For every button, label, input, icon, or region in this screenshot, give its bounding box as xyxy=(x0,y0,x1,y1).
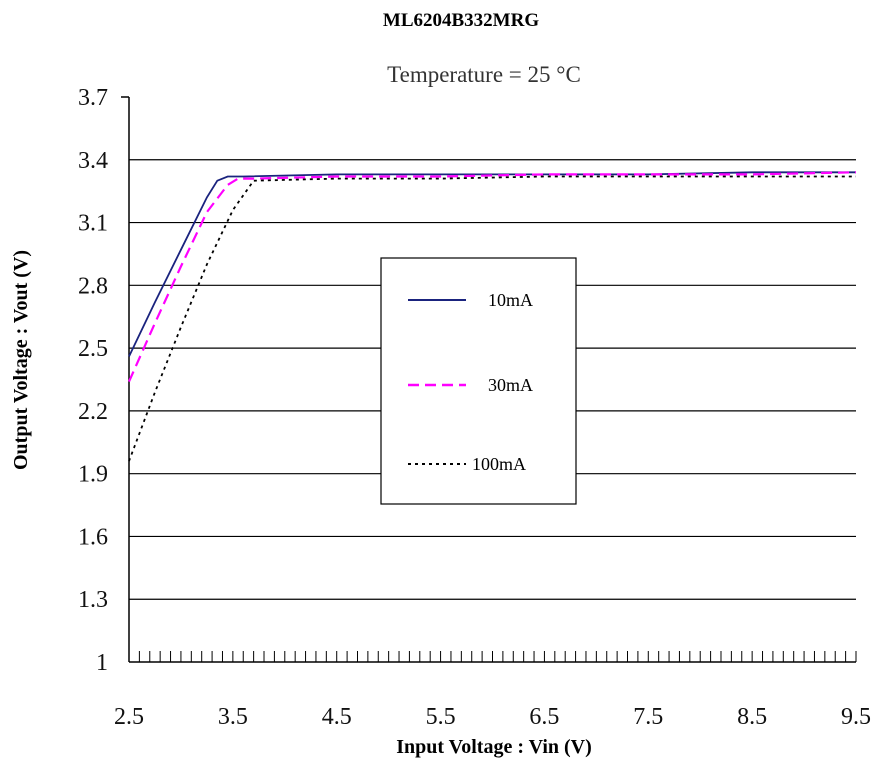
y-tick-label: 2.2 xyxy=(78,399,108,425)
series-line-30mA xyxy=(127,171,857,383)
y-tick-label: 1.3 xyxy=(78,587,108,613)
series-lines xyxy=(127,171,857,462)
x-tick-label: 5.5 xyxy=(426,704,456,730)
x-tick-label: 2.5 xyxy=(114,704,144,730)
x-tick-label: 4.5 xyxy=(322,704,352,730)
legend-label-100mA: 100mA xyxy=(472,454,526,474)
chart-title: ML6204B332MRG xyxy=(383,10,539,31)
y-tick-label: 3.4 xyxy=(78,148,108,174)
x-tick-label: 3.5 xyxy=(218,704,248,730)
x-tick-label: 8.5 xyxy=(737,704,767,730)
y-tick-label: 3.7 xyxy=(78,85,108,111)
y-tick-label: 1.6 xyxy=(78,524,108,550)
y-tick-label: 1.9 xyxy=(78,462,108,488)
legend-label-30mA: 30mA xyxy=(488,375,533,395)
y-tick-label: 2.8 xyxy=(78,273,108,299)
y-tick-label: 1 xyxy=(96,650,108,676)
legend-label-10mA: 10mA xyxy=(488,290,533,310)
series-line-10mA xyxy=(128,171,856,357)
y-tick-labels: 1 1.3 1.6 1.9 2.2 2.5 2.8 3.1 3.4 3.7 xyxy=(78,85,108,676)
legend: 10mA 30mA 100mA xyxy=(380,257,577,505)
x-tick-labels: 2.5 3.5 4.5 5.5 6.5 7.5 8.5 9.5 xyxy=(114,704,871,730)
y-axis-label: Output Voltage : Vout (V) xyxy=(10,250,32,470)
chart-subtitle: Temperature = 25 °C xyxy=(387,62,581,87)
y-tick-label: 2.5 xyxy=(78,336,108,362)
x-tick-label: 9.5 xyxy=(841,704,871,730)
x-axis-label: Input Voltage : Vin (V) xyxy=(396,736,592,758)
y-tick-label: 3.1 xyxy=(78,211,108,237)
x-tick-label: 7.5 xyxy=(633,704,663,730)
x-tick-label: 6.5 xyxy=(529,704,559,730)
